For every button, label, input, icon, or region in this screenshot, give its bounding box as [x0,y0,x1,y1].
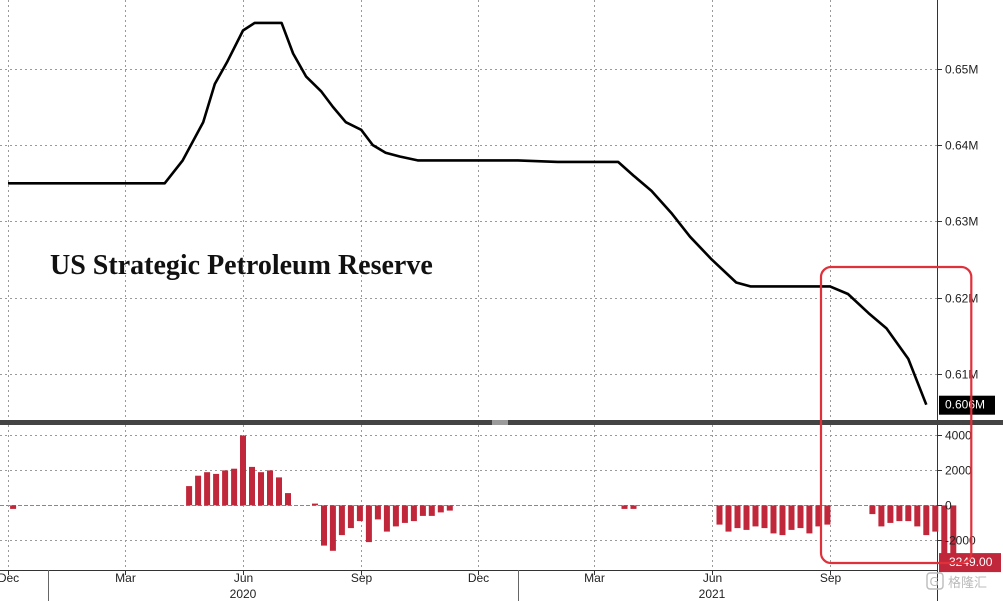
watermark-icon: G [930,575,939,589]
bar [770,505,777,534]
bar [630,505,637,509]
x-tick-label: Mar [584,571,605,585]
bar [383,505,390,532]
bar [321,505,327,546]
bar [365,505,372,543]
y-tick-label: 0.61M [945,368,978,382]
bar [716,505,723,525]
bar [437,505,444,513]
bar [752,505,759,527]
bar [374,505,381,520]
y-tick-label: 2000 [945,464,972,478]
y-tick-label: 0.64M [945,139,978,153]
bar [204,472,211,506]
x-tick-label: Dec [0,571,19,585]
bar [923,505,930,536]
x-tick-label: Sep [820,571,842,585]
x-year-label: 2020 [230,587,257,601]
bar-series [10,435,957,563]
vertical-grid [8,0,831,570]
last-value-bar: -3249.00 [945,555,993,569]
lower-grid [0,435,937,541]
last-value-line: 0.606M [945,398,985,412]
bar [276,477,282,506]
bar [267,470,273,506]
bar [761,505,768,529]
watermark: G 格隆汇 [926,572,987,591]
lower-y-axis: -2000 0 2000 4000 [937,429,976,548]
upper-y-axis: 0.61M 0.62M 0.63M 0.64M 0.65M [937,63,978,382]
bar [347,505,354,529]
bar [312,503,318,506]
bar [887,505,894,523]
bar [410,505,417,522]
bar [797,505,804,529]
bar [195,475,202,506]
x-tick-label: Sep [351,571,373,585]
highlight-box [819,265,973,565]
x-tick-label: Jun [234,571,253,585]
bar [905,505,912,522]
watermark-text: 格隆汇 [948,575,987,591]
x-axis: Dec Mar Jun Sep Dec Mar Jun Sep 2020 2021 [0,570,841,601]
bar [824,505,831,525]
bar [249,466,255,506]
bar [914,505,921,527]
bar [878,505,885,527]
y-tick-label: 0.63M [945,215,978,229]
bar [401,505,408,523]
bar [356,505,363,522]
upper-grid [0,69,937,375]
bar [258,472,264,506]
bar [806,505,813,534]
bar [392,505,399,527]
bar [896,505,903,522]
bar [779,505,786,536]
bar [446,505,453,511]
x-tick-label: Mar [115,571,136,585]
y-tick-label: 4000 [945,429,972,443]
bar [950,505,957,563]
chart-title: US Strategic Petroleum Reserve [50,250,433,281]
bar [231,468,238,506]
bar [186,486,193,506]
bar [419,505,426,516]
bar [941,505,948,560]
y-tick-label: 0 [945,499,952,513]
last-value-line-tag: 0.606M [939,395,995,415]
x-tick-label: Jun [703,571,722,585]
y-tick-label: 0.65M [945,63,978,77]
bar [815,505,822,527]
bar [329,505,336,551]
panel-divider-handle[interactable] [492,420,508,425]
bar [338,505,345,536]
last-value-bar-tag: -3249.00 [939,553,1001,573]
bar [10,505,17,509]
bar [621,505,628,509]
bar [240,435,246,506]
bar [788,505,795,530]
x-tick-label: Dec [468,571,489,585]
bar [285,493,291,506]
line-series [8,21,928,406]
bar [869,505,876,515]
bar [932,505,939,532]
bar [213,473,220,506]
y-tick-label: 0.62M [945,292,978,306]
bar [725,505,732,532]
x-year-label: 2021 [699,587,726,601]
bar [734,505,741,529]
y-tick-label: -2000 [945,534,976,548]
bar [428,505,435,516]
bar [222,470,229,506]
bar [743,505,750,530]
